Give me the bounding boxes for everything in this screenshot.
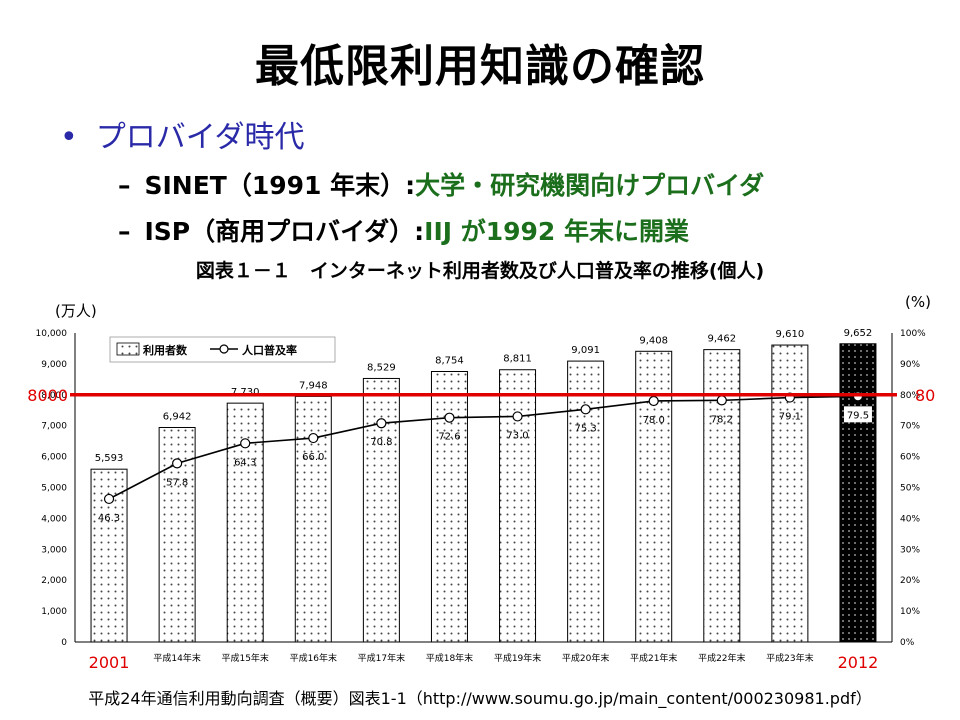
x-tick-label: 平成21年末: [630, 652, 677, 664]
y-right-tick-label: 100%: [900, 329, 926, 339]
series-line: [108, 395, 858, 500]
sub-bullet-sinet: – SINET（1991 年末）:大学・研究機関向けプロバイダ: [118, 166, 764, 202]
line-point: [444, 412, 455, 423]
y-left-tick-label: 9,000: [41, 360, 67, 370]
line-point: [103, 493, 115, 505]
footer-source: 平成24年通信利用動向調査（概要）図表1-1（http://www.soumu.…: [88, 689, 872, 708]
annotation-right-label: 80: [915, 386, 935, 405]
line-value-label: 78.2: [711, 414, 733, 425]
legend-line-marker: [219, 344, 229, 354]
sub-bullet-isp: – ISP（商用プロバイダ）:IIJ が1992 年末に開業: [118, 212, 689, 248]
y-left-tick-label: 8,000: [41, 391, 67, 401]
line-point: [716, 395, 727, 406]
y-left-tick-label: 4,000: [41, 514, 67, 524]
x-tick-label: 平成20年末: [562, 652, 609, 664]
line-value-label: 78.0: [643, 415, 665, 426]
line-value-label: 72.6: [438, 432, 460, 443]
bar-value-label: 8,529: [367, 362, 396, 373]
x-tick-label: 平成22年末: [698, 652, 745, 664]
line-point: [376, 418, 387, 429]
x-tick-label: 平成18年末: [426, 652, 473, 664]
bar-value-label: 8,754: [435, 356, 464, 367]
annotation-left-label: 8000: [27, 386, 68, 405]
bullet-provider-era: • プロバイダ時代: [60, 112, 305, 156]
line-value-label: 79.5: [847, 410, 869, 421]
line-value-label: 75.3: [574, 423, 596, 434]
bar: [771, 344, 809, 643]
y-right-tick-label: 60%: [900, 453, 920, 463]
line-point: [240, 438, 251, 449]
y-right-tick-label: 70%: [900, 422, 920, 432]
bar-value-label: 9,610: [776, 329, 805, 340]
bar-value-label: 5,593: [95, 453, 124, 464]
isp-desc: IIJ が1992 年末に開業: [424, 217, 690, 246]
y-left-tick-label: 3,000: [41, 545, 67, 555]
bullet-dot-icon: •: [60, 120, 78, 155]
bar: [430, 371, 468, 643]
sinet-desc: 大学・研究機関向けプロバイダ: [415, 171, 765, 200]
y-left-tick-label: 0: [61, 638, 67, 648]
bar: [567, 360, 605, 643]
bar-value-label: 9,652: [844, 328, 873, 339]
bar-value-label: 7,730: [231, 387, 260, 398]
bar-value-label: 8,811: [503, 354, 532, 365]
x-tick-label: 2012: [838, 653, 879, 672]
x-tick-label: 平成15年末: [221, 652, 268, 664]
dash-icon: –: [118, 171, 131, 200]
line-value-label: 79.1: [779, 412, 801, 423]
bar-value-label: 7,948: [299, 380, 328, 391]
y-left-tick-label: 5,000: [41, 484, 67, 494]
y-right-tick-label: 30%: [900, 545, 920, 555]
y-left-tick-label: 6,000: [41, 453, 67, 463]
dash-icon: –: [118, 217, 131, 246]
line-point: [648, 395, 659, 407]
line-label-bg: [843, 406, 872, 423]
legend-bar-label: 利用者数: [143, 343, 188, 357]
isp-prefix: ISP（商用プロバイダ）:: [144, 217, 425, 246]
bar: [839, 343, 877, 643]
y-left-unit: (万人): [55, 302, 97, 320]
x-tick-label: 平成17年末: [358, 652, 405, 664]
y-left-tick-label: 7,000: [41, 422, 67, 432]
y-left-tick-label: 1,000: [41, 607, 67, 617]
sinet-prefix: SINET（1991 年末）:: [144, 171, 416, 200]
line-value-label: 46.3: [98, 513, 120, 524]
x-tick-label: 平成19年末: [494, 652, 541, 664]
line-value-label: 73.0: [506, 430, 528, 441]
line-value-label: 57.8: [166, 477, 188, 488]
x-tick-label: 平成14年末: [153, 652, 200, 664]
legend-bar-swatch: [116, 342, 140, 356]
bar-value-label: 9,408: [639, 335, 668, 346]
y-right-tick-label: 50%: [900, 484, 920, 494]
y-right-tick-label: 90%: [900, 360, 920, 370]
line-point: [172, 458, 183, 469]
line-point: [580, 404, 591, 415]
y-left-tick-label: 2,000: [41, 576, 67, 586]
y-right-tick-label: 0%: [900, 638, 915, 648]
bar-value-label: 9,091: [571, 345, 600, 356]
bar: [499, 369, 537, 643]
line-value-label: 64.3: [234, 457, 256, 468]
legend-line-label: 人口普及率: [242, 343, 297, 357]
line-point: [308, 432, 319, 444]
y-right-tick-label: 10%: [900, 607, 920, 617]
y-right-unit: (%): [905, 293, 931, 311]
line-value-label: 70.8: [370, 437, 392, 448]
line-value-label: 66.0: [302, 452, 324, 463]
x-tick-label: 平成23年末: [766, 652, 813, 664]
y-right-tick-label: 80%: [900, 391, 920, 401]
y-right-tick-label: 40%: [900, 514, 920, 524]
bar: [362, 377, 400, 643]
chart-title: 図表１－１ インターネット利用者数及び人口普及率の推移(個人): [195, 260, 765, 282]
y-left-tick-label: 10,000: [36, 329, 68, 339]
bar-value-label: 9,462: [707, 334, 736, 345]
chart: 0 1,000 2,000 3,000 4,000 5,000 6,000 7,000 8,00…: [27, 293, 935, 672]
x-tick-label: 2001: [89, 653, 130, 672]
bar-value-label: 6,942: [163, 411, 192, 422]
y-right-tick-label: 20%: [900, 576, 920, 586]
x-tick-label: 平成16年末: [290, 652, 337, 664]
bullet-text: プロバイダ時代: [95, 120, 305, 155]
slide-title: 最低限利用知識の確認: [255, 41, 705, 92]
line-point: [512, 411, 523, 422]
